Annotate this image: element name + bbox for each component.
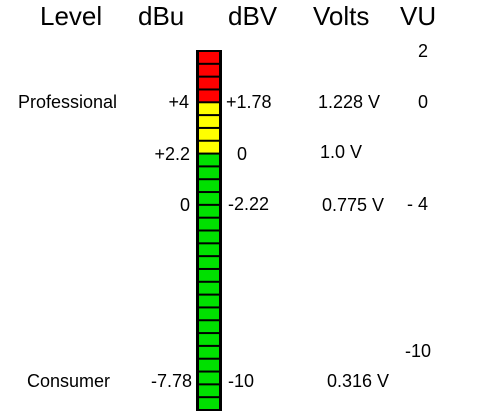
dbv-value: +1.78 [226, 92, 272, 112]
header: VU [400, 1, 436, 31]
meter-segment [199, 52, 219, 63]
dbu-value: +2.2 [154, 144, 190, 164]
meter [196, 50, 222, 411]
meter-segment [199, 244, 219, 256]
dbu-value: +4 [168, 92, 189, 112]
meter-segment [199, 218, 219, 230]
meter-segment [199, 128, 219, 140]
meter-segment [199, 141, 219, 153]
vu-value: - 4 [407, 194, 428, 214]
meter-segment [199, 372, 219, 384]
dbv-value: -2.22 [228, 194, 269, 214]
dbv-value: -10 [228, 371, 254, 391]
meter-segment [199, 193, 219, 204]
vu-value: 0 [418, 92, 428, 112]
header: Level [40, 1, 102, 31]
meter-segment [199, 398, 219, 409]
header: dBu [138, 1, 184, 31]
meter-segment [199, 167, 219, 179]
meter-segment [199, 334, 219, 345]
dbu-value: -7.78 [151, 371, 192, 391]
meter-segment [199, 231, 219, 243]
volts-value: 1.228 V [318, 92, 380, 112]
meter-segment [199, 90, 219, 102]
meter-segment [199, 154, 219, 166]
volts-value: 0.316 V [327, 371, 389, 391]
meter-segment [199, 103, 219, 115]
vu-value: 2 [418, 41, 428, 61]
header: Volts [313, 1, 369, 31]
dbu-value: 0 [180, 195, 190, 215]
meter-segment [199, 269, 219, 281]
volts-value: 1.0 V [320, 142, 362, 162]
meter-segment [199, 180, 219, 192]
meter-segment [199, 282, 219, 294]
meter-segment [199, 295, 219, 307]
meter-segment [199, 64, 219, 76]
level-label: Consumer [27, 371, 110, 391]
volts-value: 0.775 V [322, 195, 384, 215]
meter-segment [199, 385, 219, 397]
level-label: Professional [18, 92, 117, 112]
meter-segment [199, 257, 219, 268]
dbv-value: 0 [237, 144, 247, 164]
header: dBV [228, 1, 278, 31]
meter-segment [199, 346, 219, 358]
meter-segment [199, 321, 219, 333]
meter-segment [199, 308, 219, 320]
meter-segment [199, 77, 219, 89]
meter-segment [199, 116, 219, 127]
meter-segment [199, 359, 219, 371]
meter-segment [199, 205, 219, 217]
vu-value: -10 [405, 341, 431, 361]
